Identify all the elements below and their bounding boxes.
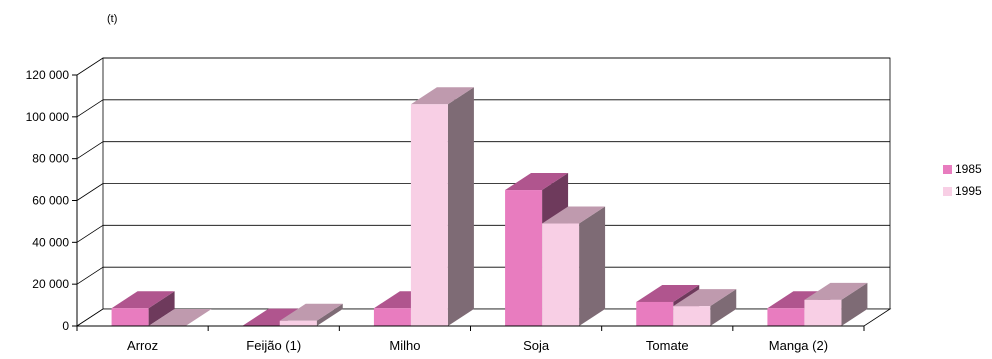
y-tick-label: 60 000	[32, 194, 69, 208]
x-tick-label: Feijão (1)	[246, 338, 301, 353]
gridline-side	[77, 100, 103, 117]
bar-1995	[673, 306, 710, 326]
legend-item-1995: 1995	[943, 180, 991, 202]
bar-1985	[112, 308, 149, 326]
y-tick-label: 80 000	[32, 152, 69, 166]
bar-1995	[280, 321, 317, 326]
y-tick-label: 20 000	[32, 277, 69, 291]
x-tick-label: Milho	[389, 338, 420, 353]
x-tick-label: Soja	[523, 338, 550, 353]
legend: 1985 1995	[943, 158, 991, 202]
legend-item-1985: 1985	[943, 158, 991, 180]
gridline-side	[77, 142, 103, 159]
legend-swatch-1985	[943, 165, 952, 174]
y-tick-label: 40 000	[32, 235, 69, 249]
gridline-side	[77, 267, 103, 284]
bar-side-1995	[579, 207, 605, 326]
gridline-side	[77, 225, 103, 242]
x-tick-label: Tomate	[646, 338, 689, 353]
bar-1995	[411, 104, 448, 326]
legend-swatch-1995	[943, 187, 952, 196]
bar-1985	[636, 302, 673, 326]
y-axis-unit-label: (t)	[107, 13, 117, 25]
x-tick-label: Manga (2)	[769, 338, 828, 353]
y-tick-label: 0	[62, 319, 69, 333]
gridline-side	[77, 58, 103, 75]
bar-1995	[542, 224, 579, 326]
y-tick-label: 100 000	[26, 110, 70, 124]
bar-1985	[505, 190, 542, 326]
y-tick-label: 120 000	[26, 68, 70, 82]
legend-label-1985: 1985	[955, 162, 982, 176]
x-tick-label: Arroz	[127, 338, 158, 353]
bar-1985	[767, 308, 804, 326]
bar-side-1995	[448, 87, 474, 326]
bar-1995	[804, 300, 841, 326]
gridline-side	[77, 184, 103, 201]
legend-label-1995: 1995	[955, 184, 982, 198]
bar-1985	[374, 308, 411, 326]
